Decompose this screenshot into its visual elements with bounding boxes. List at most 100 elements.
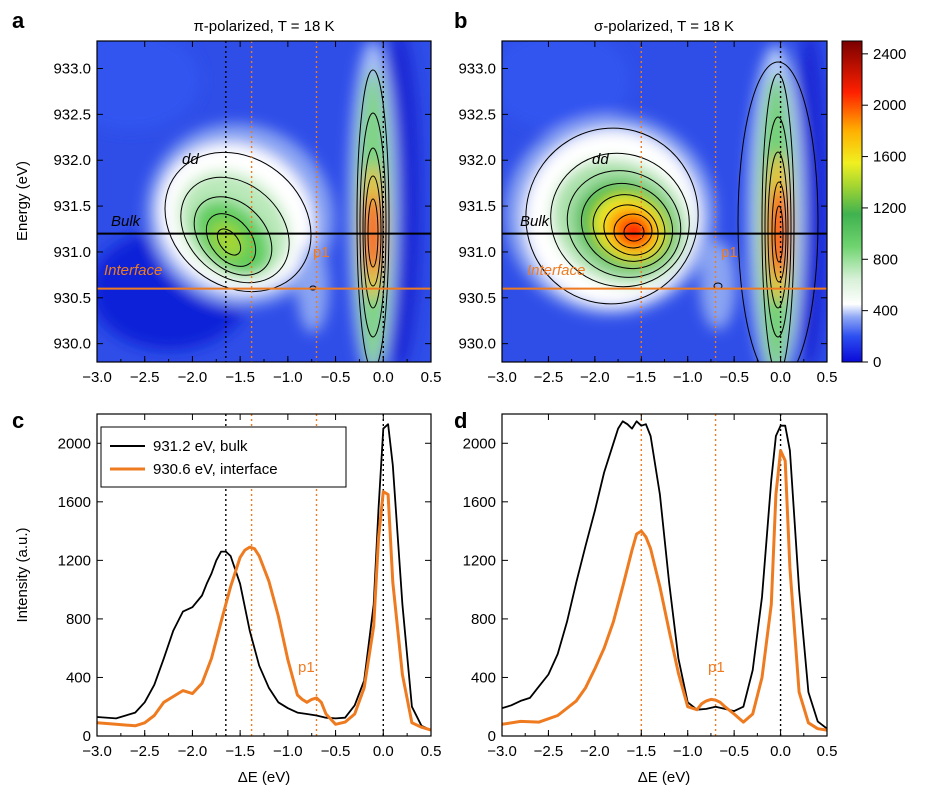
contour: [623, 222, 645, 242]
panel-b-ytick-label: 930.5: [458, 290, 496, 307]
panel-d-xtick-label: −0.5: [719, 743, 749, 760]
contour: [359, 112, 387, 338]
panel-a-bulk-label: Bulk: [111, 213, 142, 230]
panel-a-plot-area: [97, 41, 431, 362]
contour: [761, 73, 795, 362]
panel-d-xtick-label: −3.0: [487, 743, 517, 760]
contour: [180, 176, 290, 284]
panel-b-xtick-label: 0.0: [770, 369, 791, 386]
panel-b-xtick-label: −2.5: [534, 369, 564, 386]
panel-b-ytick-label: 931.0: [458, 244, 496, 261]
heatmap-b-elastic-red: [771, 187, 787, 277]
panel-a-ytick-label: 931.5: [53, 198, 91, 215]
panel-d-xtick-label: −2.5: [534, 743, 564, 760]
panel-a-interface-label: Interface: [104, 262, 162, 279]
panel-a-letter: a: [12, 8, 25, 33]
panel-d-ytick-label: 2000: [463, 435, 496, 452]
panel-c-plot: −3.0 −2.5 −2.0 −1.5 −1.0 −0.5 0.0 0.5 0 400 800 120…: [58, 413, 442, 760]
panel-a-xtick-label: −2.5: [130, 369, 160, 386]
panel-a-ytick-label: 932.5: [53, 106, 91, 123]
panel-b-bulk-label: Bulk: [520, 213, 551, 230]
panel-d-plot-area: [502, 414, 827, 736]
panel-b-xtick-label: −0.5: [719, 369, 749, 386]
heatmap-a-contours: [164, 69, 390, 362]
contour: [205, 213, 257, 267]
contour: [580, 182, 674, 270]
panel-c-xtick-label: −3.0: [82, 743, 112, 760]
panel-c-ytick-label: 400: [66, 669, 91, 686]
heatmap-a-dd-peak: [211, 222, 245, 258]
panel-b-dd-label: dd: [592, 151, 609, 168]
panel-a-xtick-label: 0.0: [373, 369, 394, 386]
panel-c-xtick-label: −1.0: [273, 743, 303, 760]
panel-c-series-interface: [97, 490, 431, 732]
panel-b-xtick-label: −1.5: [626, 369, 656, 386]
contour: [525, 127, 699, 305]
contour: [613, 213, 653, 249]
panel-c-ytick-label: 0: [83, 728, 91, 745]
panel-d-xtick-label: 0.0: [770, 743, 791, 760]
panel-c-xtick-label: 0.5: [421, 743, 442, 760]
panel-c-ytick-label: 800: [66, 611, 91, 628]
panel-c-xtick-label: −1.5: [225, 743, 255, 760]
panel-d-letter: d: [454, 408, 467, 433]
panel-d-xlabel: ΔE (eV): [638, 769, 691, 786]
panel-b-xtick-label: −3.0: [487, 369, 517, 386]
panel-a-xtick-label: −0.5: [321, 369, 351, 386]
panel-c-ytick-label: 2000: [58, 435, 91, 452]
panel-b-letter: b: [454, 8, 467, 33]
panel-a-ytick-label: 933.0: [53, 61, 91, 78]
colorbar: [841, 40, 863, 363]
contour: [737, 61, 819, 362]
contour: [356, 69, 390, 362]
panel-c-xtick-label: −0.5: [321, 743, 351, 760]
panel-b-ytick-label: 932.5: [458, 106, 496, 123]
colorbar-tick-label: 1200: [873, 200, 906, 217]
panel-c-plot-area: [97, 414, 431, 736]
contour: [164, 151, 312, 293]
panel-d-xtick-label: −2.0: [580, 743, 610, 760]
panel-c-p1-label: p1: [298, 659, 315, 676]
panel-b-ytick-label: 932.0: [458, 152, 496, 169]
panel-c-xlabel: ΔE (eV): [238, 769, 291, 786]
panel-c-xtick-label: 0.0: [373, 743, 394, 760]
panel-b-xtick-label: 0.5: [817, 369, 838, 386]
panel-d-xtick-label: 0.5: [817, 743, 838, 760]
heatmap-b-contours: [525, 61, 819, 362]
panel-a-title: π-polarized, T = 18 K: [193, 18, 334, 35]
heatmap-b-upper-region: [502, 41, 630, 130]
heatmap-b-dd-red: [618, 218, 650, 246]
legend-box: [100, 426, 347, 488]
contour: [193, 196, 273, 276]
legend-label-bulk: 931.2 eV, bulk: [153, 438, 248, 455]
panel-d-plot: −3.0 −2.5 −2.0 −1.5 −1.0 −0.5 0.0 0.5 0 400 800 120…: [463, 413, 838, 760]
panel-b-plot-area: [502, 41, 827, 362]
panel-a-xtick-label: −2.0: [178, 369, 208, 386]
colorbar-tick-label: 0: [873, 354, 881, 371]
colorbar-tick-label: 2400: [873, 46, 906, 63]
panel-a-xtick-label: −1.5: [225, 369, 255, 386]
heatmap-a: [97, 41, 431, 362]
colorbar-tick-label: 1600: [873, 149, 906, 166]
panel-b-p1-label: p1: [721, 244, 738, 261]
panel-b-xtick-label: −2.0: [580, 369, 610, 386]
colorbar-tick-label: 800: [873, 251, 898, 268]
panel-c-series-bulk: [97, 423, 431, 731]
panel-d-ytick-label: 0: [488, 728, 496, 745]
panel-c-ytick-label: 1200: [58, 552, 91, 569]
contour: [364, 175, 382, 287]
panel-d-p1-label: p1: [708, 659, 725, 676]
colorbar-ticks: 0 400 800 1200 1600 2000 2400: [862, 46, 906, 371]
contour: [216, 228, 242, 256]
panel-d-xtick-label: −1.0: [673, 743, 703, 760]
contour: [592, 194, 666, 262]
panel-a-p1-label: p1: [313, 244, 330, 261]
panel-a-overlay: −3.0 −2.5 −2.0 −1.5 −1.0 −0.5 0.0 0.5 930.0 930.5…: [53, 40, 441, 386]
panel-a-ytick-label: 930.5: [53, 290, 91, 307]
energy-axis-label: Energy (eV): [14, 161, 31, 241]
panel-a-ytick-label: 931.0: [53, 244, 91, 261]
panel-d-series-interface: [502, 449, 827, 732]
heatmap-a-upper-region: [97, 41, 200, 130]
